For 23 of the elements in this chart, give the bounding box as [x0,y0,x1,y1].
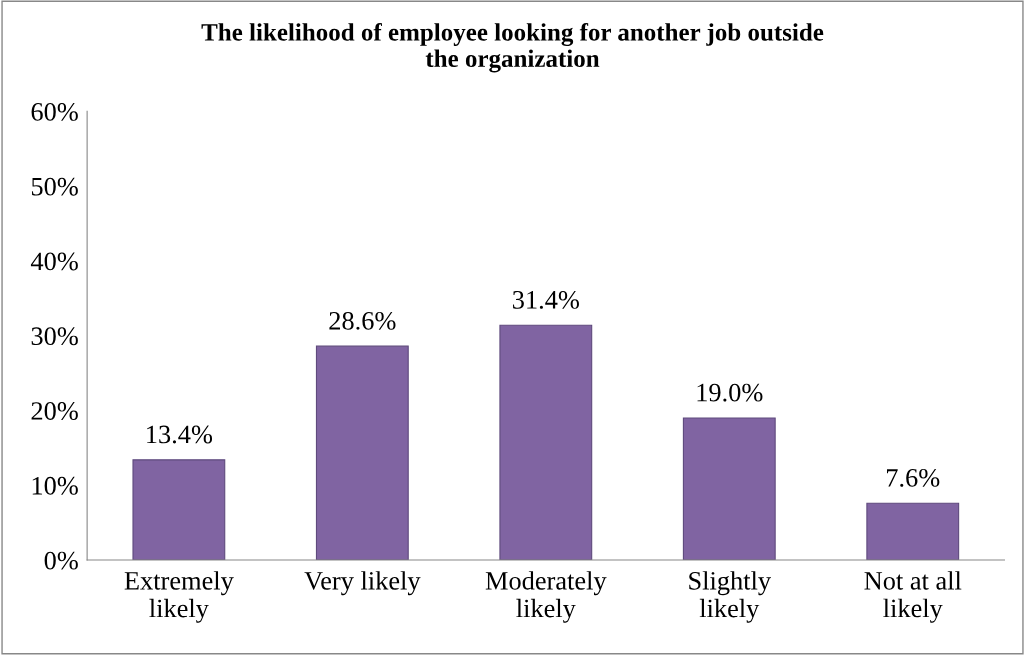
chart-title: The likelihood of employee looking for another job outside the organization [201,22,824,73]
y-tick-label: 50% [31,177,78,196]
bar [682,417,776,561]
bar [866,502,960,561]
bar [499,324,593,561]
x-tick-label: Slightly likely [689,571,771,623]
bar [132,459,226,561]
bar [315,345,409,561]
data-label: 13.4% [147,425,213,444]
y-tick-label: 10% [32,476,78,495]
x-tick-label: Extremely likely [124,571,234,623]
data-label: 28.6% [329,311,396,330]
x-tick-label: Not at all likely [864,571,962,623]
y-tick-label: 40% [30,252,78,271]
data-label: 19.0% [697,383,763,402]
y-tick-label: 20% [31,402,78,420]
data-label: 31.4% [512,290,579,309]
y-tick-label: 0% [44,551,78,570]
data-label: 7.6% [887,468,940,487]
y-tick-label: 30% [31,327,78,346]
y-tick-label: 60% [31,102,78,121]
x-tick-label: Very likely [304,571,421,596]
x-tick-label: Moderately likely [485,571,607,623]
